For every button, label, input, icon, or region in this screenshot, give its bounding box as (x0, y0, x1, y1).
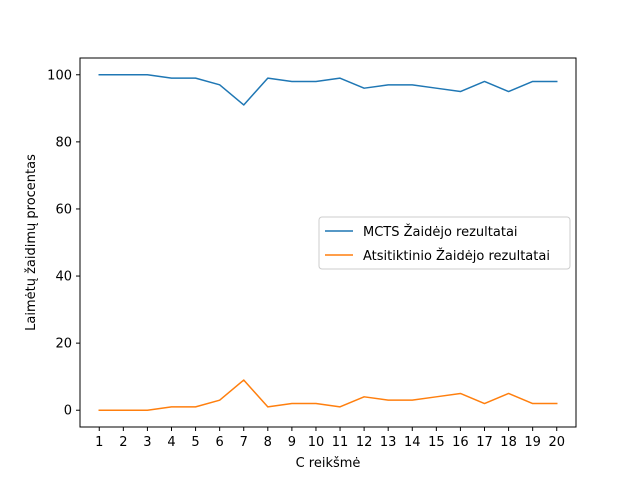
x-tick-label: 1 (95, 435, 103, 450)
x-tick-label: 4 (167, 435, 175, 450)
y-axis-label: Laimėtų žaidimų procentas (24, 154, 39, 331)
x-tick-label: 2 (119, 435, 127, 450)
legend-label-mcts: MCTS Žaidėjo rezultatai (363, 224, 518, 240)
x-tick-label: 10 (308, 435, 325, 450)
x-tick-label: 12 (356, 435, 373, 450)
x-tick-label: 14 (404, 435, 421, 450)
legend-label-random: Atsitiktinio Žaidėjo rezultatai (363, 248, 550, 264)
x-tick-label: 7 (240, 435, 248, 450)
y-axis-ticks: 0 20 40 60 80 100 (47, 68, 80, 419)
x-tick-label: 11 (332, 435, 349, 450)
x-tick-label: 3 (143, 435, 151, 450)
y-tick-label: 0 (64, 404, 72, 419)
legend-box (318, 216, 571, 270)
x-tick-label: 19 (524, 435, 541, 450)
series-layer (98, 74, 558, 411)
x-tick-label: 5 (191, 435, 199, 450)
series-line-random (98, 379, 558, 411)
x-tick-label: 15 (428, 435, 445, 450)
y-tick-label: 100 (47, 68, 72, 83)
x-tick-label: 18 (500, 435, 517, 450)
x-tick-label: 8 (264, 435, 272, 450)
x-tick-label: 9 (288, 435, 296, 450)
x-axis-ticks: 1 2 3 4 5 6 7 8 9 10 11 12 13 14 15 16 17 18 19 20 (95, 427, 565, 450)
y-tick-label: 80 (55, 135, 72, 150)
series-line-mcts (98, 74, 558, 106)
plot-frame (79, 57, 577, 428)
y-tick-label: 60 (55, 202, 72, 217)
x-tick-label: 20 (548, 435, 565, 450)
y-tick-label: 20 (55, 337, 72, 352)
x-axis-label: C reikšmė (296, 456, 361, 471)
x-tick-label: 17 (476, 435, 493, 450)
x-tick-label: 13 (380, 435, 397, 450)
x-tick-label: 6 (216, 435, 224, 450)
x-tick-label: 16 (452, 435, 469, 450)
y-tick-label: 40 (55, 270, 72, 285)
legend: MCTS Žaidėjo rezultatai Atsitiktinio Žai… (318, 216, 571, 270)
